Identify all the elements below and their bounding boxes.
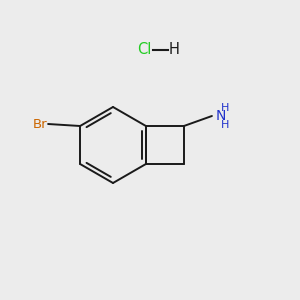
Text: N: N — [216, 109, 226, 123]
Text: Cl: Cl — [138, 43, 152, 58]
Text: H: H — [221, 103, 229, 113]
Text: H: H — [169, 43, 180, 58]
Text: H: H — [221, 120, 229, 130]
Text: Br: Br — [32, 118, 47, 130]
